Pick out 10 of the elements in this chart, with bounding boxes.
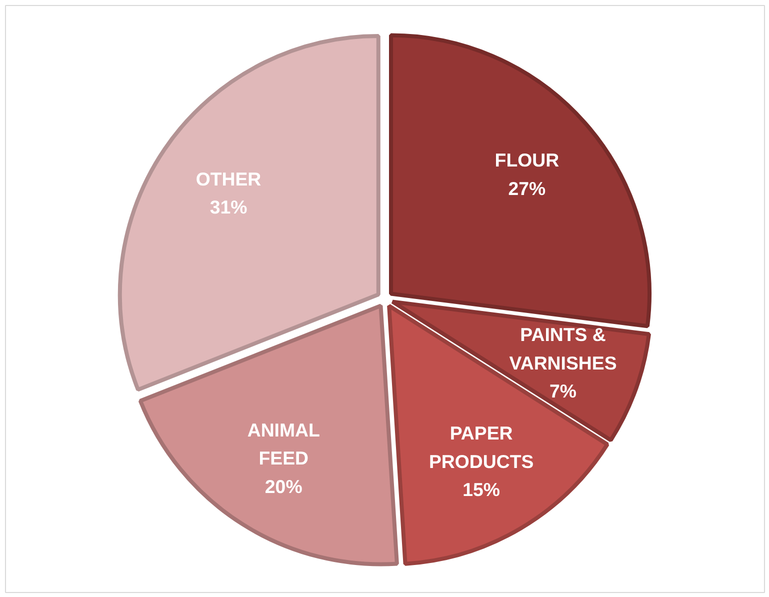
slice-label: OTHER <box>196 168 262 190</box>
slice-label: PAPER PRODUCTS <box>428 422 534 472</box>
data-label: 31% <box>210 196 248 218</box>
slice-label: PAINTS & VARNISHES <box>509 324 617 374</box>
data-label: 20% <box>264 476 303 498</box>
data-label: 15% <box>462 479 500 500</box>
slice-label: FLOUR <box>494 150 560 171</box>
data-label: 27% <box>508 178 546 199</box>
slice-label: ANIMAL FEED <box>247 419 320 469</box>
data-label: 7% <box>550 380 577 402</box>
